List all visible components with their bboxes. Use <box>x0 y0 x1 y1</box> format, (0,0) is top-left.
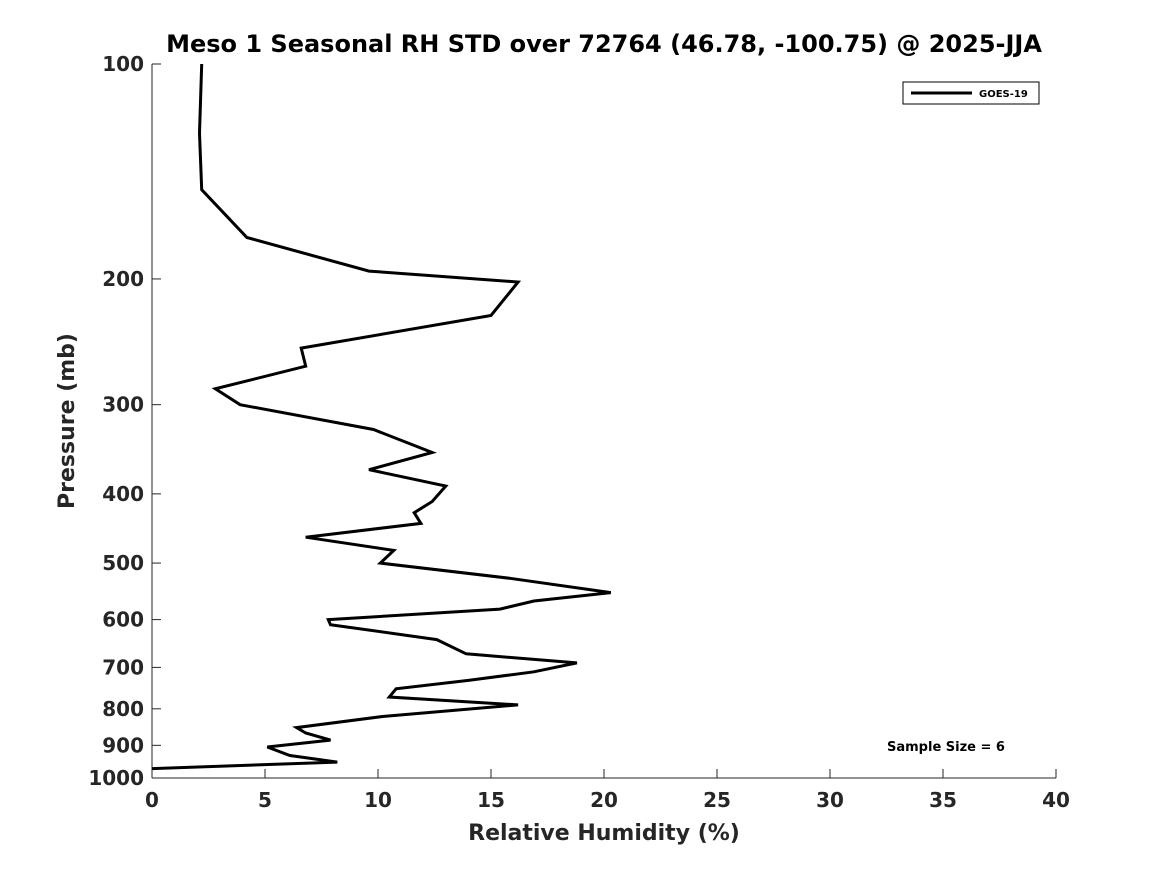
y-tick-label: 700 <box>102 655 144 679</box>
x-tick-label: 35 <box>929 788 957 812</box>
y-tick-label: 300 <box>102 393 144 417</box>
series-layer <box>151 63 612 771</box>
sample-size-annotation: Sample Size = 6 <box>887 740 1005 755</box>
x-tick-label: 5 <box>258 788 272 812</box>
legend-label-goes-19: GOES-19 <box>979 89 1028 100</box>
x-tick-label: 20 <box>590 788 618 812</box>
series-line-goes-19 <box>151 63 612 771</box>
y-tick-label: 800 <box>102 697 144 721</box>
x-tick-label: 0 <box>145 788 159 812</box>
y-tick-label: 100 <box>102 52 144 76</box>
y-tick-label: 400 <box>102 482 144 506</box>
x-tick-label: 15 <box>477 788 505 812</box>
x-tick-label: 40 <box>1042 788 1070 812</box>
chart-title: Meso 1 Seasonal RH STD over 72764 (46.78… <box>166 30 1042 58</box>
x-tick-label: 25 <box>703 788 731 812</box>
x-tick-label: 30 <box>816 788 844 812</box>
x-axis-label: Relative Humidity (%) <box>468 821 740 846</box>
y-tick-label: 500 <box>102 551 144 575</box>
axes: 0 5 10 15 20 25 30 35 40 100 200 300 400 500 600 700 800… <box>88 52 1070 812</box>
x-tick-label: 10 <box>364 788 392 812</box>
plot-area <box>152 64 1056 778</box>
y-tick-label: 900 <box>102 733 144 757</box>
y-tick-label: 600 <box>102 608 144 632</box>
y-tick-label: 200 <box>102 267 144 291</box>
y-tick-label: 1000 <box>88 766 144 790</box>
legend: GOES-19 <box>902 81 1040 105</box>
y-axis-label: Pressure (mb) <box>55 333 80 509</box>
